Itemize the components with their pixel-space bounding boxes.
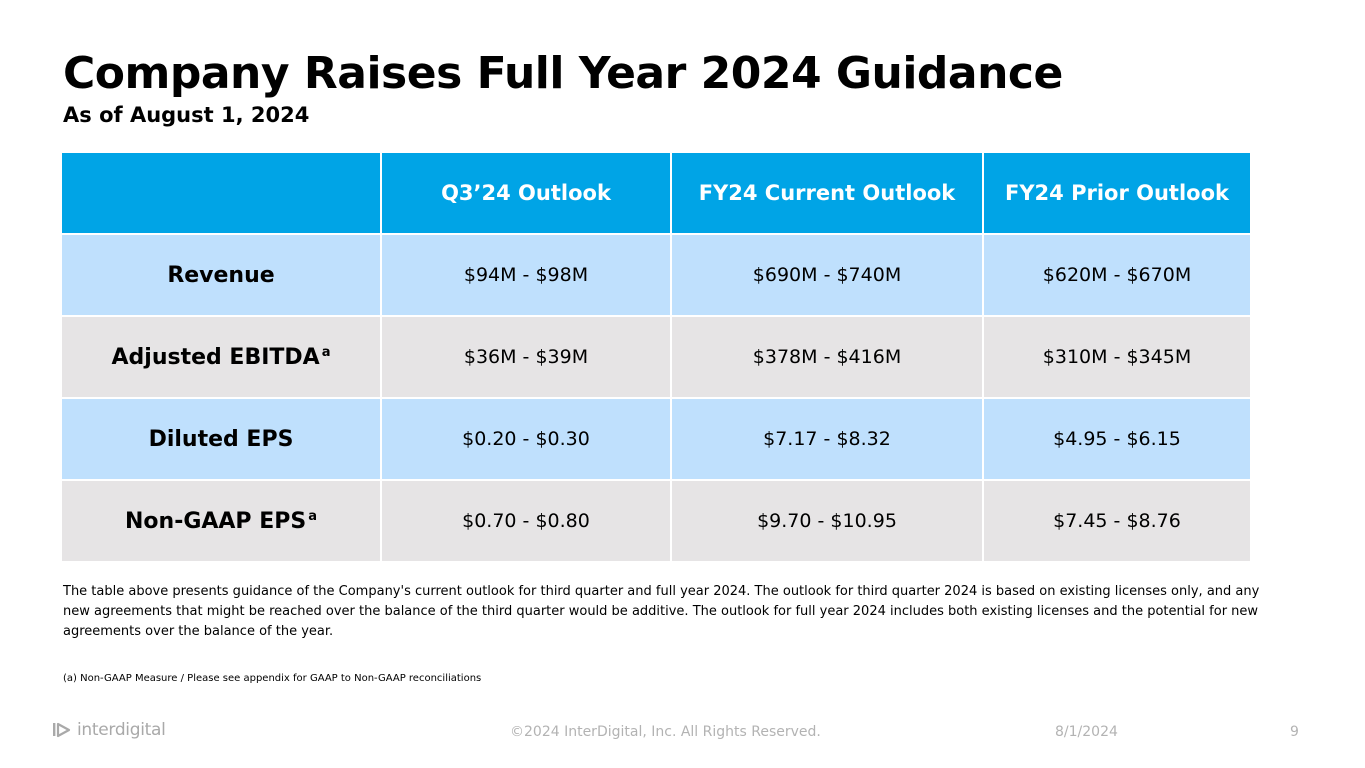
header-corner-cell [60, 151, 382, 235]
header-q3-outlook: Q3’24 Outlook [380, 151, 672, 235]
table-cell: $310M - $345M [982, 315, 1252, 399]
table-cell: $0.20 - $0.30 [380, 397, 672, 481]
logo-wordmark: interdigital [77, 720, 166, 740]
guidance-table: Q3’24 Outlook FY24 Current Outlook FY24 … [60, 151, 1252, 563]
row-label: Diluted EPS [148, 426, 294, 452]
footnote-marker: a [321, 344, 331, 360]
row-label-cell: Adjusted EBITDA a [60, 315, 382, 399]
table-cell: $36M - $39M [380, 315, 672, 399]
table-cell: $4.95 - $6.15 [982, 397, 1252, 481]
slide-date: 8/1/2024 [1055, 724, 1118, 740]
table-cell: $690M - $740M [670, 233, 984, 317]
table-cell: $378M - $416M [670, 315, 984, 399]
table-row-non-gaap-eps: Non-GAAP EPS a $0.70 - $0.80 $9.70 - $10.… [60, 479, 1252, 563]
table-row-revenue: Revenue $94M - $98M $690M - $740M $620M … [60, 233, 1252, 317]
table-header-row: Q3’24 Outlook FY24 Current Outlook FY24 … [60, 151, 1252, 235]
page-number: 9 [1290, 724, 1299, 740]
table-row-diluted-eps: Diluted EPS $0.20 - $0.30 $7.17 - $8.32 … [60, 397, 1252, 481]
table-cell: $7.45 - $8.76 [982, 479, 1252, 563]
header-fy24-current-outlook: FY24 Current Outlook [670, 151, 984, 235]
copyright-notice: ©2024 InterDigital, Inc. All Rights Rese… [510, 724, 821, 740]
table-cell: $620M - $670M [982, 233, 1252, 317]
row-label: Adjusted EBITDA [111, 344, 320, 370]
table-row-adjusted-ebitda: Adjusted EBITDA a $36M - $39M $378M - $41… [60, 315, 1252, 399]
row-label: Revenue [167, 262, 275, 288]
table-cell: $9.70 - $10.95 [670, 479, 984, 563]
footnote-marker: a [308, 508, 317, 524]
company-logo: interdigital [52, 718, 166, 742]
slide-subtitle: As of August 1, 2024 [63, 103, 310, 127]
table-cell: $0.70 - $0.80 [380, 479, 672, 563]
table-cell: $94M - $98M [380, 233, 672, 317]
interdigital-logo-icon [53, 722, 71, 738]
guidance-description: The table above presents guidance of the… [63, 584, 1260, 639]
row-label-cell: Revenue [60, 233, 382, 317]
slide-title: Company Raises Full Year 2024 Guidance [63, 48, 1063, 99]
table-cell: $7.17 - $8.32 [670, 397, 984, 481]
footnote: (a) Non-GAAP Measure / Please see append… [63, 673, 482, 684]
row-label: Non-GAAP EPS [125, 508, 307, 534]
row-label-cell: Non-GAAP EPS a [60, 479, 382, 563]
header-fy24-prior-outlook: FY24 Prior Outlook [982, 151, 1252, 235]
row-label-cell: Diluted EPS [60, 397, 382, 481]
